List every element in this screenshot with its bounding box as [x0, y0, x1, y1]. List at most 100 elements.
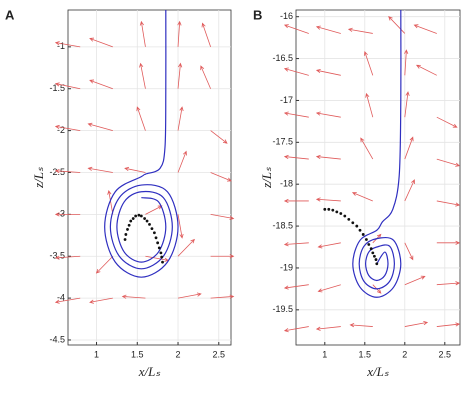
vector-arrow	[315, 197, 341, 202]
vector-arrow	[177, 106, 184, 131]
vector-arrow	[315, 25, 341, 34]
path-dot	[129, 219, 133, 223]
vector-arrow	[87, 122, 113, 131]
vector-arrow	[200, 65, 211, 89]
vector-arrow	[124, 166, 146, 173]
vector-arrow	[283, 111, 309, 118]
vector-arrow	[436, 116, 458, 128]
vector-arrow	[54, 41, 81, 48]
vector-arrow	[54, 168, 81, 174]
x-tick-label: 1.5	[131, 349, 144, 359]
vector-arrow	[351, 191, 373, 202]
vector-arrow	[210, 172, 232, 182]
path-dot	[159, 251, 163, 255]
path-dot	[371, 251, 375, 255]
path-dot	[156, 241, 160, 245]
vector-arrow	[404, 320, 429, 327]
x-tick-label: 1	[322, 349, 327, 359]
vector-arrow	[315, 154, 341, 160]
vector-arrow	[54, 212, 81, 217]
vector-arrow	[315, 326, 341, 331]
path-dot	[375, 262, 379, 266]
path-dot	[123, 238, 127, 241]
y-tick-label: -19.5	[272, 304, 293, 314]
y-axis-label: z/Lₛ	[259, 167, 274, 189]
y-tick-label: -4	[57, 292, 65, 302]
y-tick-label: -18	[280, 179, 293, 189]
vector-arrow	[210, 254, 235, 259]
y-tick-label: -18.5	[272, 220, 293, 230]
vector-arrow	[89, 297, 113, 304]
vector-arrow	[136, 106, 146, 131]
vector-arrow	[177, 62, 183, 89]
path-dot	[374, 258, 378, 261]
vector-arrow	[436, 200, 461, 207]
vector-arrow	[404, 179, 415, 202]
vector-arrow	[89, 79, 113, 90]
path-dot	[154, 236, 158, 240]
vector-arrow	[210, 213, 235, 220]
vector-arrow	[177, 238, 195, 257]
vector-arrow	[436, 240, 461, 245]
vector-arrow	[317, 242, 341, 249]
vector-arrow	[89, 37, 113, 48]
plot-area	[67, 9, 232, 346]
vector-arrow	[121, 294, 146, 299]
path-dot	[148, 223, 151, 226]
vector-arrow	[54, 82, 81, 90]
path-dot	[126, 228, 129, 231]
vector-arrow	[107, 189, 114, 215]
y-tick-label: -1.5	[49, 83, 65, 93]
vector-arrow	[349, 323, 373, 328]
path-dot	[369, 247, 373, 251]
path-dot	[327, 207, 331, 211]
vector-arrow	[415, 64, 437, 76]
vector-arrow	[315, 111, 341, 118]
path-dot	[150, 227, 154, 230]
path-dot	[355, 224, 359, 228]
panel-label: A	[5, 7, 15, 22]
trajectory-line	[352, 9, 402, 298]
vector-arrow	[177, 20, 182, 47]
y-tick-label: -1	[57, 41, 65, 51]
path-dot	[145, 219, 149, 223]
vector-arrow	[54, 255, 81, 260]
vector-arrow	[388, 16, 406, 34]
path-dot	[131, 217, 135, 220]
vector-arrow	[347, 27, 373, 34]
path-dot	[127, 223, 131, 227]
path-dot	[347, 217, 351, 221]
x-tick-label: 2.5	[213, 349, 226, 359]
vector-arrow	[177, 214, 184, 239]
panel-label: B	[253, 7, 262, 22]
vector-arrow	[210, 130, 228, 144]
vector-arrow	[363, 51, 374, 76]
vector-arrow	[404, 275, 426, 286]
vector-arrow	[54, 297, 81, 304]
vector-arrow	[283, 154, 309, 160]
vector-arrow	[404, 91, 410, 118]
y-tick-label: -19	[280, 262, 293, 272]
vector-arrow	[404, 136, 414, 160]
vector-arrow	[177, 150, 187, 173]
path-dot	[323, 207, 327, 211]
path-dot	[124, 233, 128, 236]
path-dot	[339, 212, 343, 215]
vector-arrow	[436, 322, 461, 327]
trajectory-line	[104, 9, 179, 278]
vector-arrow	[283, 326, 309, 333]
x-axis-label: x/Lₛ	[366, 364, 389, 379]
vector-arrow	[283, 67, 309, 76]
path-dot	[139, 214, 143, 218]
y-tick-label: -3	[57, 209, 65, 219]
path-dot	[358, 228, 362, 232]
path-dot	[343, 214, 347, 218]
vector-arrow	[365, 92, 374, 118]
plot-area	[295, 9, 461, 346]
path-dot	[335, 210, 339, 214]
vector-arrow	[139, 62, 146, 89]
vector-arrow	[95, 255, 114, 274]
vector-arrow	[54, 124, 81, 131]
vector-arrow	[283, 284, 309, 290]
x-tick-label: 2.5	[439, 349, 452, 359]
